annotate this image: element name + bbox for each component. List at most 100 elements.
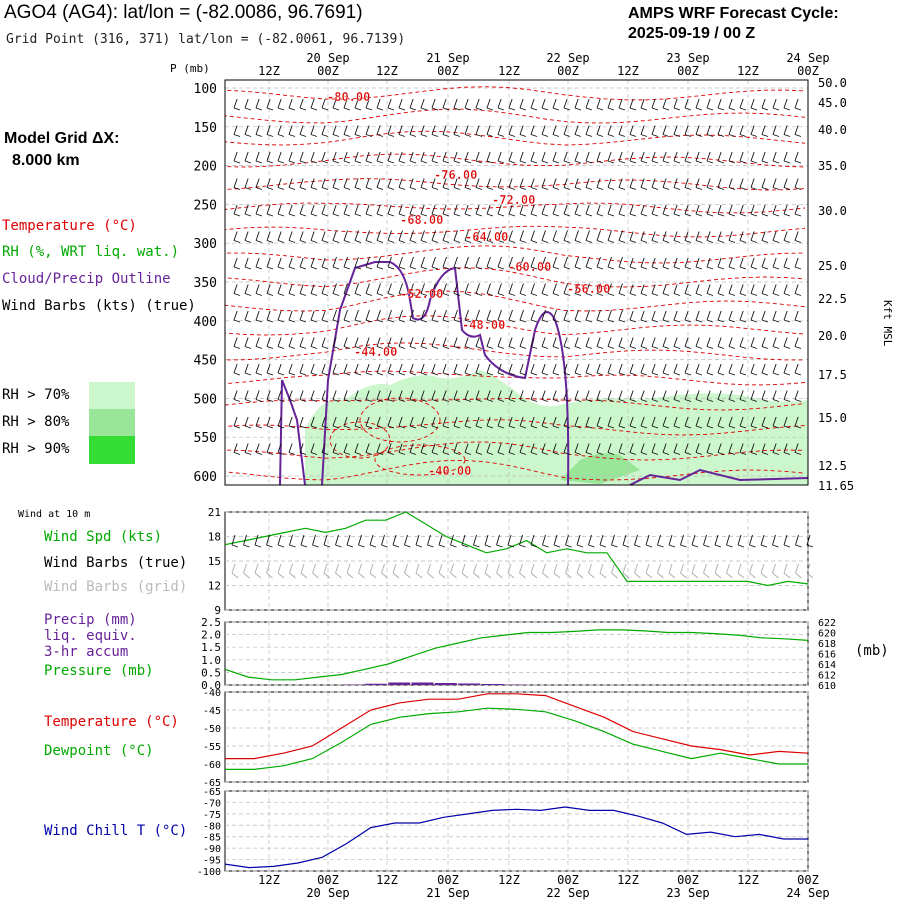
wind-barb-flag (332, 425, 340, 429)
wind-barb (387, 283, 392, 294)
wind-barb (442, 283, 447, 294)
wind-barb (640, 204, 645, 215)
wind-barb-flag (783, 372, 791, 376)
wind-barb (497, 337, 502, 347)
wind-barb (728, 443, 733, 453)
wind-barb-flag (255, 425, 263, 429)
wind-barb-flag (255, 293, 263, 296)
wind-barb-flag (233, 452, 241, 455)
wind-barb-flag (299, 293, 307, 296)
wind-barb-flag (596, 452, 604, 455)
wind-barb-flag (299, 452, 307, 455)
wind-barb (629, 284, 634, 294)
wind-barb-flag (508, 319, 516, 323)
wind-barb-flag (442, 372, 450, 376)
wind-barb-flag (794, 213, 802, 217)
wind-barb-flag (321, 346, 329, 349)
wind-barb-flag (233, 240, 241, 243)
wind-barb-flag (299, 425, 307, 429)
wind-barb-flag (739, 399, 747, 402)
wind-barb-flag (728, 346, 736, 349)
wind-barb-flag (321, 372, 329, 376)
wind-barb (728, 204, 733, 215)
wind-barb (321, 231, 326, 241)
wind-barb-flag (783, 293, 791, 296)
wind-barb (530, 416, 535, 427)
wind-barb-grid-flag (737, 572, 745, 579)
wind-barb-flag (552, 399, 560, 402)
wind-barb (761, 257, 766, 268)
wind-barb-flag (343, 240, 351, 243)
wind-barb (266, 363, 271, 374)
wind-barb (750, 231, 755, 241)
wind-barb (761, 337, 766, 347)
wind-barb-flag (530, 266, 538, 270)
wind-barb-flag (519, 240, 527, 243)
wind-barb (717, 443, 722, 453)
precip-bar (364, 683, 387, 685)
wind-barb (431, 363, 436, 374)
wind-barb (420, 125, 425, 135)
wind-barb (530, 337, 535, 347)
wind-barb-flag (651, 266, 659, 270)
wind-barb-true (300, 534, 305, 546)
wind-barb (354, 204, 359, 215)
wind-barb-flag (629, 266, 637, 270)
wind-barb (244, 363, 249, 374)
wind-barb (277, 98, 282, 109)
wind-barb (387, 178, 392, 188)
wind-barb-flag (420, 452, 428, 455)
temperature-contour (224, 225, 806, 238)
wind-barb-grid (588, 563, 592, 574)
wind-barb (618, 337, 623, 347)
wind-barb-flag (563, 372, 571, 376)
wind-barb (772, 310, 777, 321)
wind-barb-flag (662, 213, 670, 217)
wind-barb (354, 151, 359, 162)
wind-barb-flag (695, 425, 703, 429)
wind-barb-flag (794, 134, 802, 137)
wind-barb (420, 283, 425, 294)
wind-barb-flag (464, 107, 472, 111)
pressure-tick-label: 400 (194, 315, 217, 330)
wind-barb (640, 151, 645, 162)
wind-barb-true (381, 534, 385, 546)
wind-barb (431, 283, 436, 294)
wind-barb-flag (640, 399, 648, 402)
wind-barb-flag (354, 187, 362, 190)
wind-barb (640, 363, 645, 374)
wind-barb (431, 309, 436, 321)
wind-barb (365, 309, 370, 321)
wind-barb-flag (629, 187, 637, 190)
wind-barb-flag (310, 452, 318, 455)
wind-barb (343, 256, 348, 268)
wind-barb-flag (574, 425, 582, 429)
wind-barb (409, 443, 414, 453)
wind-barb (398, 309, 403, 321)
wind-barb-flag (409, 425, 417, 429)
wind-barb-flag (354, 213, 362, 217)
wind-barb (354, 443, 359, 453)
wind-barb-flag (783, 399, 791, 402)
wind-barb (398, 337, 403, 347)
wind-barb-flag (728, 399, 736, 402)
wind-barb (706, 178, 711, 188)
cross-section-frame (224, 79, 809, 486)
wind-barb (552, 363, 557, 374)
wind-barb-flag (629, 240, 637, 243)
wind-barb (761, 443, 766, 453)
bottom-hour-label: 12Z (617, 873, 639, 887)
wind-barb-flag (453, 346, 461, 349)
wind-barb (761, 416, 766, 427)
wind-barb (772, 390, 777, 400)
wind-barb-flag (629, 425, 637, 429)
wind-barb (772, 257, 777, 268)
wind-barb (783, 257, 788, 268)
wind-barb (607, 230, 612, 241)
wind-barb-flag (607, 346, 615, 349)
wind-barb (541, 256, 546, 268)
wind-barb (475, 337, 480, 347)
wind-barb (717, 98, 722, 109)
wind-barb-flag (618, 399, 626, 402)
wind-barb (662, 284, 667, 294)
